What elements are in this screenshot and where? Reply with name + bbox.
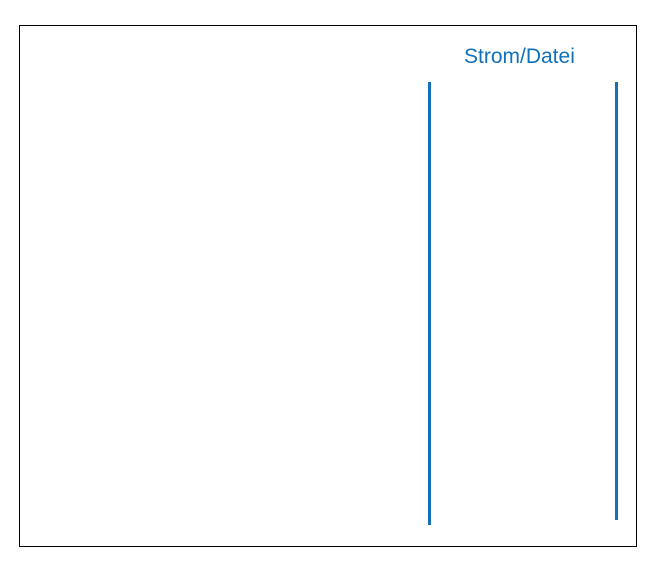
stream-boundary-right-line — [615, 82, 618, 520]
stream-boundary-left-line — [428, 82, 431, 525]
stream-file-label: Strom/Datei — [464, 45, 575, 68]
diagram-frame — [19, 25, 637, 547]
